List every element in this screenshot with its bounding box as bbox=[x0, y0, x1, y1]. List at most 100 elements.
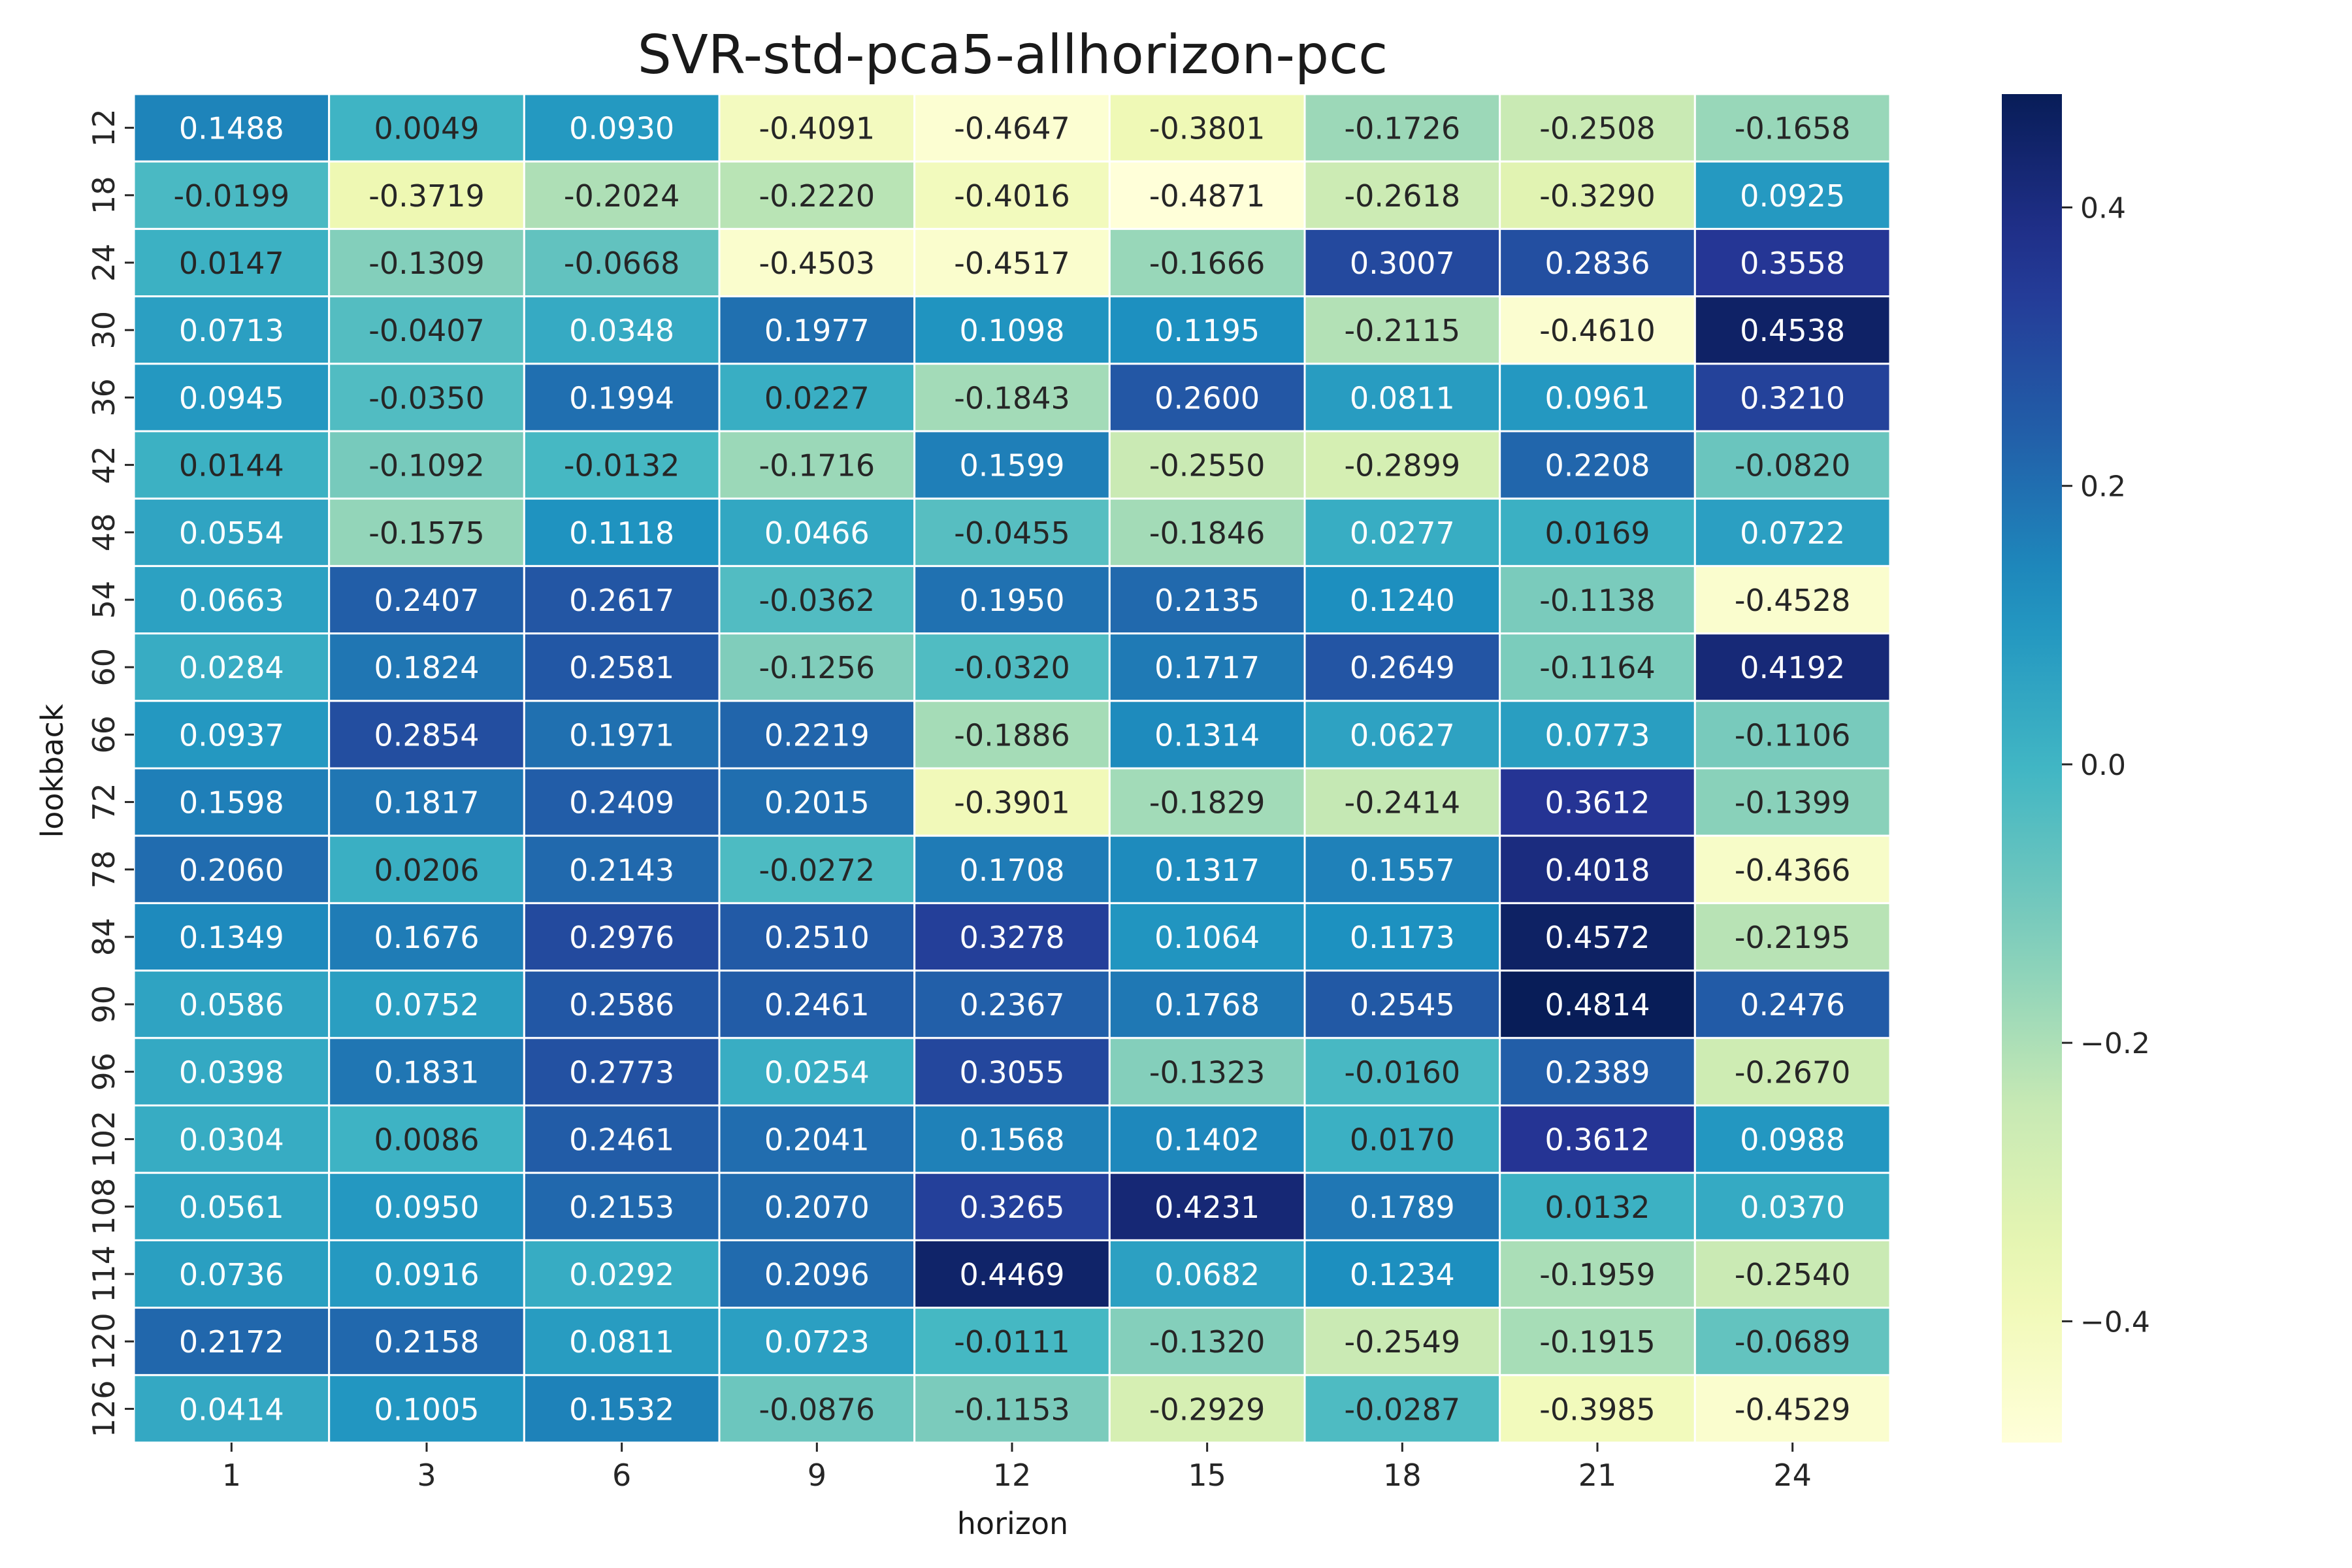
cell-value-label: 0.0736 bbox=[179, 1257, 284, 1292]
cell-value-label: 0.2836 bbox=[1545, 246, 1650, 281]
cell-value-label: 0.2096 bbox=[764, 1257, 870, 1292]
heatmap-cell bbox=[1499, 295, 1696, 365]
cell-value-label: 0.2510 bbox=[764, 920, 870, 955]
cell-value-label: 0.2461 bbox=[764, 987, 870, 1022]
cell-value-label: 0.4231 bbox=[1154, 1190, 1260, 1225]
cell-value-label: 0.2617 bbox=[569, 583, 674, 618]
cell-value-label: -0.1320 bbox=[1149, 1324, 1266, 1360]
heatmap-cell bbox=[913, 1307, 1111, 1377]
colorbar-tick-label: 0.4 bbox=[2080, 191, 2126, 225]
cell-value-label: -0.4529 bbox=[1735, 1392, 1851, 1427]
y-tick-label: 54 bbox=[86, 581, 122, 619]
heatmap-cell bbox=[1499, 227, 1696, 298]
cell-value-label: 0.2041 bbox=[764, 1122, 870, 1158]
cell-value-label: 0.0930 bbox=[569, 111, 674, 146]
cell-value-label: -0.2899 bbox=[1345, 448, 1461, 483]
y-tick-label: 66 bbox=[86, 715, 122, 754]
cell-value-label: 0.1789 bbox=[1350, 1190, 1455, 1225]
heatmap-cell bbox=[1693, 1171, 1891, 1241]
cell-value-label: -0.0689 bbox=[1735, 1324, 1851, 1360]
cell-value-label: -0.1726 bbox=[1345, 111, 1461, 146]
cell-value-label: 0.1098 bbox=[960, 313, 1065, 348]
cell-value-label: 0.1971 bbox=[569, 717, 674, 753]
heatmap-cell bbox=[1108, 227, 1306, 298]
heatmap-cell bbox=[133, 430, 331, 500]
heatmap-cell bbox=[133, 767, 331, 837]
heatmap-cell bbox=[1303, 430, 1501, 500]
heatmap-cell bbox=[1499, 1104, 1696, 1174]
cell-value-label: 0.1488 bbox=[179, 111, 284, 146]
heatmap-cell bbox=[913, 564, 1111, 635]
cell-value-label: -0.3901 bbox=[954, 785, 1070, 821]
cell-value-label: -0.0350 bbox=[368, 380, 485, 416]
heatmap-cell bbox=[523, 767, 721, 837]
cell-value-label: 0.0170 bbox=[1350, 1122, 1455, 1158]
cell-value-label: 0.2545 bbox=[1350, 987, 1455, 1022]
y-tick-label: 120 bbox=[86, 1313, 122, 1370]
heatmap-cell bbox=[718, 700, 916, 770]
cell-value-label: -0.1256 bbox=[759, 650, 875, 685]
cell-value-label: 0.0169 bbox=[1545, 515, 1650, 551]
heatmap-cell bbox=[1693, 497, 1891, 567]
heatmap-cell bbox=[1693, 1104, 1891, 1174]
heatmap-cell bbox=[1693, 767, 1891, 837]
cell-value-label: -0.1138 bbox=[1539, 583, 1656, 618]
cell-value-label: 0.0132 bbox=[1545, 1190, 1650, 1225]
heatmap-cell bbox=[1303, 1104, 1501, 1174]
cell-value-label: 0.2773 bbox=[569, 1054, 674, 1090]
cell-value-label: 0.1118 bbox=[569, 515, 674, 551]
cell-value-label: -0.4366 bbox=[1735, 853, 1851, 888]
cell-value-label: 0.3558 bbox=[1740, 246, 1845, 281]
heatmap-cell bbox=[1693, 700, 1891, 770]
cell-value-label: -0.0111 bbox=[954, 1324, 1070, 1360]
cell-value-label: -0.3985 bbox=[1539, 1392, 1656, 1427]
heatmap-cell bbox=[718, 430, 916, 500]
cell-value-label: -0.2195 bbox=[1735, 920, 1851, 955]
cell-value-label: -0.1323 bbox=[1149, 1054, 1266, 1090]
cell-value-label: -0.4091 bbox=[759, 111, 875, 146]
cell-value-label: -0.2670 bbox=[1735, 1054, 1851, 1090]
cell-value-label: 0.3265 bbox=[960, 1190, 1065, 1225]
heatmap-cell bbox=[1693, 834, 1891, 904]
cell-value-label: -0.1959 bbox=[1539, 1257, 1656, 1292]
x-tick-label: 12 bbox=[993, 1458, 1032, 1493]
y-axis-ticks: 12 18 24 30 36 42 48 54 60 66 72 78 84 90 96 102 108 114 1… bbox=[86, 108, 134, 1437]
cell-value-label: 0.1717 bbox=[1154, 650, 1260, 685]
heatmap-cell bbox=[718, 970, 916, 1039]
heatmap-cell bbox=[1693, 160, 1891, 230]
colorbar-tick-label: 0.0 bbox=[2080, 749, 2126, 782]
heatmap-cells bbox=[133, 93, 1891, 1444]
heatmap-cell bbox=[718, 1374, 916, 1444]
cell-value-label: -0.0876 bbox=[759, 1392, 875, 1427]
cell-value-label: 0.0937 bbox=[179, 717, 284, 753]
y-tick-label: 126 bbox=[86, 1380, 122, 1437]
cell-value-label: 0.1064 bbox=[1154, 920, 1260, 955]
heatmap-cell bbox=[913, 902, 1111, 972]
cell-value-label: 0.1532 bbox=[569, 1392, 674, 1427]
y-tick-label: 84 bbox=[86, 918, 122, 956]
cell-value-label: 0.2143 bbox=[569, 853, 674, 888]
heatmap-cell bbox=[133, 1239, 331, 1309]
heatmap-cell bbox=[523, 1374, 721, 1444]
cell-value-label: 0.0370 bbox=[1740, 1190, 1845, 1225]
heatmap-cell bbox=[1108, 430, 1306, 500]
cell-value-label: -0.0287 bbox=[1345, 1392, 1461, 1427]
cell-value-label: 0.1349 bbox=[179, 920, 284, 955]
x-tick-label: 21 bbox=[1578, 1458, 1617, 1493]
heatmap-cell bbox=[1499, 1307, 1696, 1377]
heatmap-cell bbox=[523, 363, 721, 433]
y-tick-label: 24 bbox=[86, 244, 122, 282]
cell-value-label: -0.0407 bbox=[368, 313, 485, 348]
cell-value-label: 0.0663 bbox=[179, 583, 284, 618]
cell-value-label: 0.1994 bbox=[569, 380, 674, 416]
cell-value-label: 0.1240 bbox=[1350, 583, 1455, 618]
cell-value-label: 0.4814 bbox=[1545, 987, 1650, 1022]
heatmap-cell bbox=[523, 160, 721, 230]
colorbar-ticks: 0.4 0.2 0.0 −0.2 −0.4 bbox=[2062, 191, 2150, 1339]
heatmap-cell bbox=[913, 834, 1111, 904]
cell-value-label: 0.0945 bbox=[179, 380, 284, 416]
cell-value-label: 0.4192 bbox=[1740, 650, 1845, 685]
cell-value-label: 0.3278 bbox=[960, 920, 1065, 955]
heatmap-cell bbox=[718, 295, 916, 365]
